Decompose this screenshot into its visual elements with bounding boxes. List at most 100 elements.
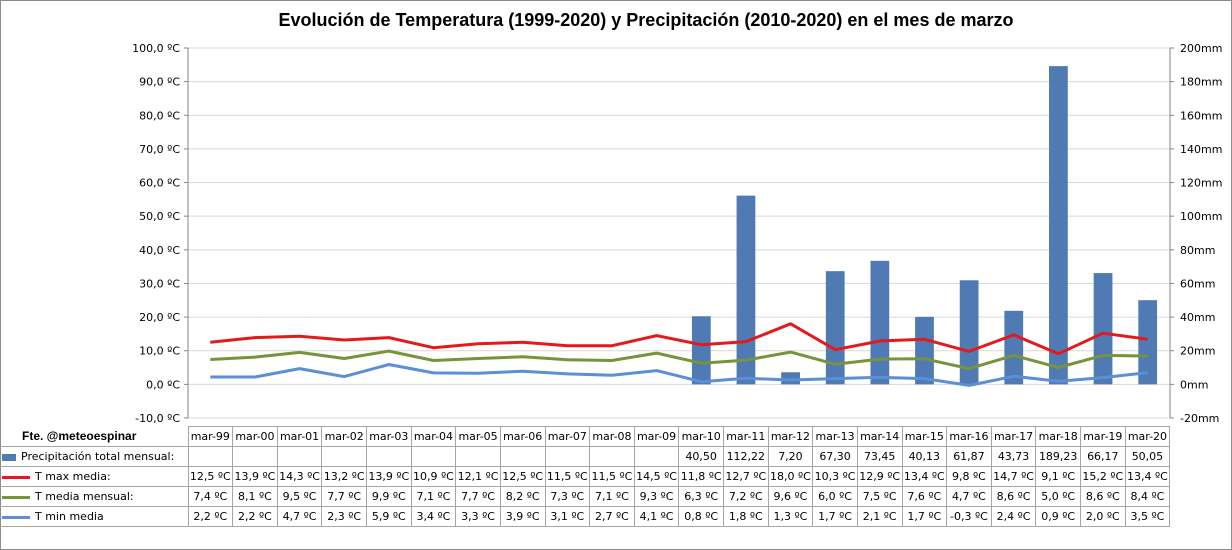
category-label: mar-20 [1124,426,1171,447]
data-label: -0,3 ºC [946,506,992,527]
table-row: T media mensual: 7,4 ºC 8,1 ºC 9,5 ºC 7,7 ºC… [0,486,1171,507]
temperature-lines [210,322,1148,387]
legend-entry: T media mensual: [0,486,189,507]
data-label: 8,6 ºC [1080,486,1126,507]
left-axis-tick-label: 20,0 ºC [139,311,180,324]
data-label: 9,3 ºC [633,486,680,507]
precipitation-bar [1004,310,1024,385]
data-label: 189,23 [1035,446,1081,467]
data-label: 0,8 ºC [678,506,724,527]
category-label: mar-99 [187,426,234,447]
table-header-row: Fte. @meteoespinar mar-99 mar-00 mar-01 mar-… [0,426,1171,447]
data-label: 6,0 ºC [812,486,858,507]
data-label: 7,6 ºC [901,486,948,507]
right-axis-tick-label: 140mm [1180,143,1222,156]
data-label: 4,1 ºC [633,506,680,527]
data-label: 12,5 ºC [187,466,234,487]
data-label: 12,5 ºC [499,466,546,487]
data-label: 8,1 ºC [232,486,278,507]
data-label: 12,7 ºC [723,466,769,487]
category-label: mar-09 [633,426,680,447]
data-table: Fte. @meteoespinar mar-99 mar-00 mar-01 mar-… [0,426,1171,527]
right-axis-tick-label: 40mm [1180,311,1215,324]
data-label: 12,1 ºC [455,466,501,487]
left-axis-tick-label: 100,0 ºC [132,42,180,55]
data-label [321,446,367,467]
data-label: 2,2 ºC [187,506,234,527]
table-row: Precipitación total mensual: 40,50 112,22 7… [0,446,1171,467]
data-label: 4,7 ºC [276,506,323,527]
data-label: 18,0 ºC [767,466,814,487]
data-label [187,446,234,467]
data-label: 43,73 [990,446,1037,467]
data-label [544,446,591,467]
data-label: 13,2 ºC [321,466,367,487]
category-label: mar-01 [276,426,323,447]
left-axis-tick-label: 0,0 ºC [146,378,180,391]
data-label: 7,3 ºC [544,486,591,507]
left-axis-tick-label: 80,0 ºC [139,109,180,122]
data-label: 11,8 ºC [678,466,724,487]
right-axis-tick-label: 180mm [1180,76,1222,89]
right-axis-tick-label: -20mm [1180,412,1219,425]
data-label [276,446,323,467]
right-axis-tick-label: 80mm [1180,244,1215,257]
category-label: mar-00 [232,426,278,447]
category-label: mar-19 [1080,426,1126,447]
precipitation-bar [1093,273,1113,385]
data-label: 4,7 ºC [946,486,992,507]
temperature-line [210,363,1148,387]
left-axis-tick-label: 30,0 ºC [139,277,180,290]
data-label: 2,2 ºC [232,506,278,527]
chart-plot: 100,0 ºC 90,0 ºC 80,0 ºC 70,0 ºC 60,0 ºC 50,0… [132,42,1222,425]
data-label: 66,17 [1080,446,1126,467]
data-label: 2,4 ºC [990,506,1037,527]
data-label: 1,8 ºC [723,506,769,527]
left-axis-tick-label: 70,0 ºC [139,143,180,156]
category-label: mar-06 [499,426,546,447]
data-label: 12,9 ºC [856,466,903,487]
data-label [410,446,457,467]
data-label: 3,4 ºC [410,506,457,527]
legend-entry: Precipitación total mensual: [0,446,189,467]
table-row: T min media 2,2 ºC 2,2 ºC 4,7 ºC 2,3 ºC 5,9 º… [0,506,1171,527]
data-label: 8,2 ºC [499,486,546,507]
category-label: mar-04 [410,426,457,447]
data-label: 3,5 ºC [1124,506,1171,527]
data-label: 9,8 ºC [946,466,992,487]
gridlines [188,47,1170,419]
data-label: 7,1 ºC [589,486,635,507]
data-label [455,446,501,467]
legend-entry: T min media [0,506,189,527]
legend-key [2,515,30,519]
series-name: Precipitación total mensual: [21,450,175,463]
category-label: mar-08 [589,426,635,447]
right-axis-tick-label: 20mm [1180,345,1215,358]
data-label: 15,2 ºC [1080,466,1126,487]
precipitation-bar [915,316,934,385]
table-row: T max media: 12,5 ºC 13,9 ºC 14,3 ºC 13,2 ºC… [0,466,1171,487]
data-label: 0,9 ºC [1035,506,1081,527]
category-label: mar-14 [856,426,903,447]
data-label: 2,3 ºC [321,506,367,527]
precipitation-bar [870,260,890,385]
left-axis-tick-label: 10,0 ºC [139,345,180,358]
data-label: 7,20 [767,446,814,467]
series-name: T media mensual: [35,490,134,503]
data-label: 3,3 ºC [455,506,501,527]
data-label: 1,7 ºC [901,506,948,527]
data-label: 10,3 ºC [812,466,858,487]
precipitation-bar [736,195,756,385]
precipitation-bar [691,316,711,385]
data-label: 40,13 [901,446,948,467]
category-label: mar-12 [767,426,814,447]
data-label: 2,0 ºC [1080,506,1126,527]
precipitation-bar [1049,66,1068,385]
category-label: mar-03 [366,426,412,447]
data-label: 14,7 ºC [990,466,1037,487]
precipitation-bar [825,271,845,385]
data-label [589,446,635,467]
data-label: 7,4 ºC [187,486,234,507]
data-label: 7,2 ºC [723,486,769,507]
data-label: 50,05 [1124,446,1171,467]
